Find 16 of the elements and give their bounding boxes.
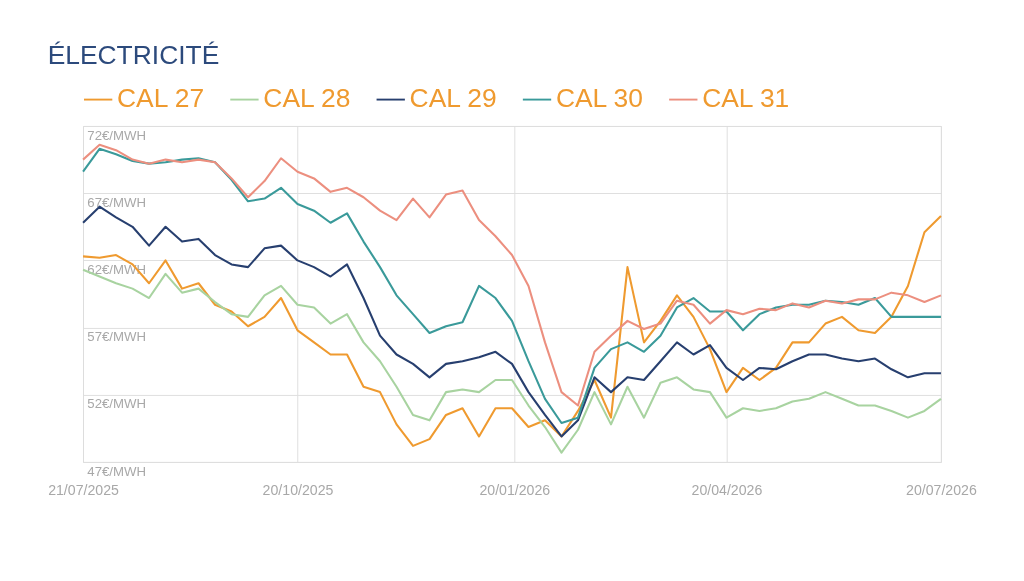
legend-label: CAL 30 (555, 83, 643, 114)
y-tick-label: 57€/MWH (87, 329, 146, 345)
x-tick-label: 20/04/2026 (691, 481, 763, 498)
x-tick-label: 20/07/2026 (906, 481, 977, 498)
y-tick-label: 47€/MWH (87, 463, 146, 479)
x-tick-label: 20/10/2025 (262, 481, 334, 498)
x-tick-label: 21/07/2025 (48, 481, 120, 498)
legend-label: CAL 28 (263, 83, 351, 114)
legend-label: CAL 29 (409, 83, 497, 114)
y-tick-label: 72€/MWH (87, 127, 146, 143)
legend-label: CAL 27 (117, 83, 205, 114)
chart-title: ÉLECTRICITÉ (47, 39, 220, 70)
y-tick-label: 67€/MWH (87, 194, 146, 210)
legend-label: CAL 31 (702, 83, 790, 114)
x-tick-label: 20/01/2026 (479, 481, 551, 498)
y-tick-label: 52€/MWH (87, 396, 146, 412)
